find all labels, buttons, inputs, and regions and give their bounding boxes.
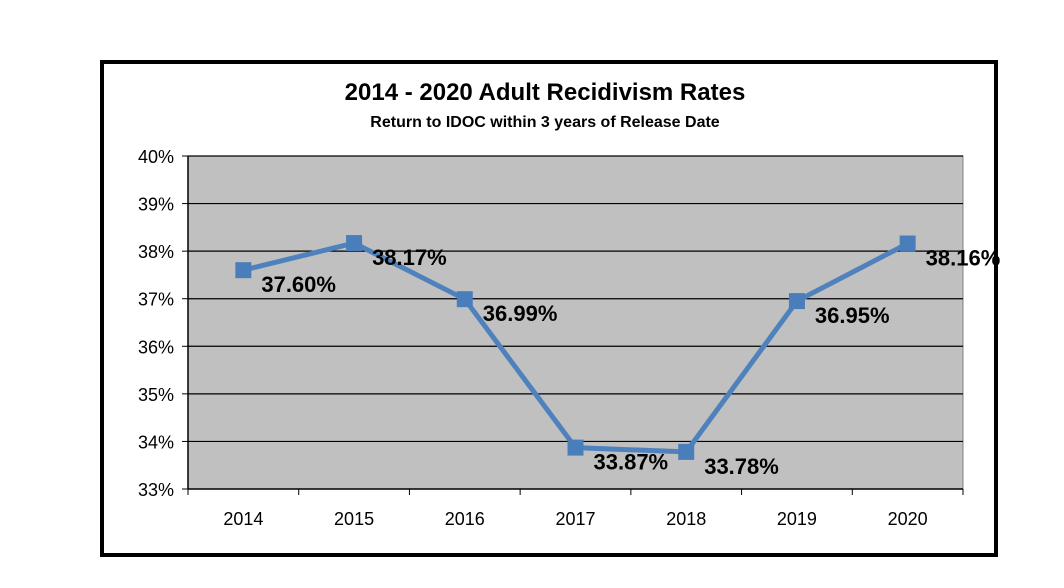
data-point: [235, 262, 252, 279]
y-tick-label: 33%: [138, 480, 174, 500]
x-tick-label: 2017: [555, 509, 595, 529]
data-label: 38.16%: [926, 246, 1001, 271]
plot-area: [187, 155, 964, 490]
data-label: 37.60%: [261, 272, 336, 297]
chart-title: 2014 - 2020 Adult Recidivism Rates: [345, 79, 746, 106]
data-point: [678, 443, 695, 460]
x-tick-label: 2020: [888, 509, 928, 529]
y-tick-label: 39%: [138, 195, 174, 215]
x-tick-label: 2014: [223, 509, 263, 529]
data-label: 33.87%: [594, 450, 669, 475]
data-point: [346, 235, 363, 252]
data-label: 38.17%: [372, 245, 447, 270]
data-point: [567, 439, 584, 456]
data-point: [788, 293, 805, 310]
data-label: 33.78%: [704, 454, 779, 479]
x-tick-label: 2018: [666, 509, 706, 529]
data-point: [456, 291, 473, 308]
x-tick-label: 2015: [334, 509, 374, 529]
data-labels: 37.60% 38.17% 36.99% 33.87% 33.78% 36.95% 38.1…: [261, 245, 1000, 479]
series: [235, 235, 916, 460]
data-point: [899, 235, 916, 252]
y-tick-label: 35%: [138, 385, 174, 405]
y-tick-label: 40%: [138, 147, 174, 167]
y-tick-label: 38%: [138, 242, 174, 262]
x-tick-label: 2016: [445, 509, 485, 529]
chart-subtitle: Return to IDOC within 3 years of Release…: [370, 114, 720, 131]
data-label: 36.99%: [483, 301, 558, 326]
x-tick-label: 2019: [777, 509, 817, 529]
y-tick-label: 36%: [138, 337, 174, 357]
y-tick-label: 34%: [138, 432, 174, 452]
y-tick-label: 37%: [138, 290, 174, 310]
data-label: 36.95%: [815, 303, 890, 328]
axes: 33% 34% 35% 36% 37% 38% 39% 40% 2014 2015 2016 2017…: [138, 147, 964, 529]
